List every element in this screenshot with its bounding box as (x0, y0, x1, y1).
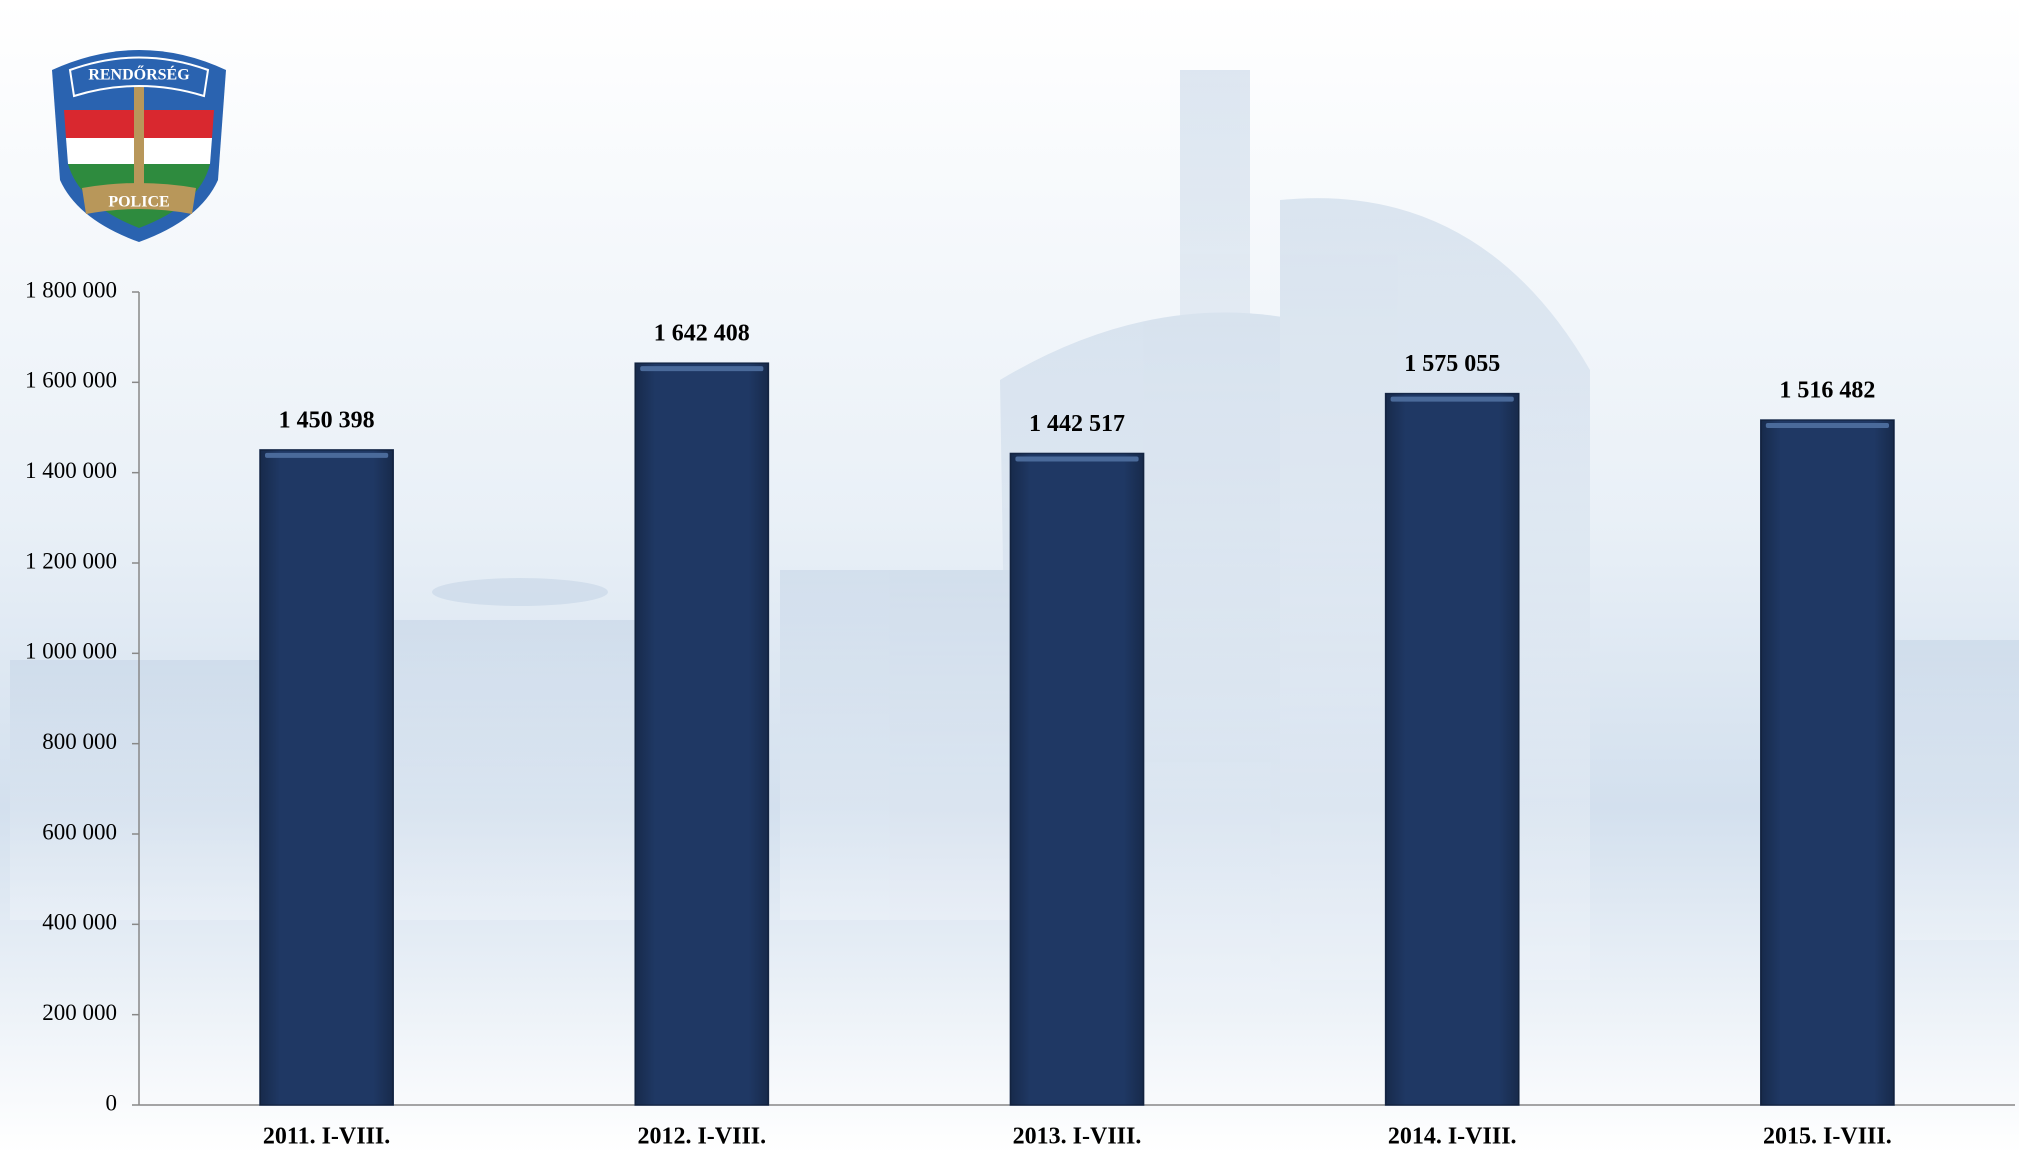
bar-shade (1760, 420, 1894, 1105)
bar-highlight (1390, 396, 1514, 402)
bar-highlight (265, 452, 389, 458)
y-tick-label: 200 000 (42, 1000, 117, 1025)
value-label: 1 442 517 (1029, 411, 1125, 437)
police-logo: RENDŐRSÉG POLICE (52, 50, 226, 242)
bar-shade (1385, 393, 1519, 1105)
y-tick-label: 600 000 (42, 819, 117, 844)
bar-highlight (1015, 456, 1139, 462)
y-tick-label: 1 800 000 (25, 277, 117, 302)
bar-shade (635, 363, 769, 1105)
x-tick-label: 2011. I-VIII. (263, 1124, 390, 1150)
y-tick-label: 400 000 (42, 910, 117, 935)
bar-shade (260, 449, 394, 1105)
value-label: 1 575 055 (1404, 351, 1500, 377)
x-tick-label: 2014. I-VIII. (1388, 1124, 1517, 1150)
y-tick-label: 1 400 000 (25, 458, 117, 483)
value-label: 1 516 482 (1779, 378, 1875, 404)
value-label: 1 642 408 (654, 321, 750, 347)
x-tick-label: 2013. I-VIII. (1013, 1124, 1142, 1150)
x-tick-label: 2012. I-VIII. (637, 1124, 766, 1150)
y-tick-label: 1 200 000 (25, 548, 117, 573)
logo-bottom-text: POLICE (108, 194, 169, 211)
bar-highlight (1765, 423, 1889, 429)
bar-highlight (640, 366, 764, 372)
logo-top-text: RENDŐRSÉG (88, 65, 190, 84)
x-tick-label: 2015. I-VIII. (1763, 1124, 1892, 1150)
y-tick-label: 800 000 (42, 729, 117, 754)
y-tick-label: 1 000 000 (25, 639, 117, 664)
y-tick-label: 1 600 000 (25, 368, 117, 393)
bar-shade (1010, 453, 1144, 1106)
value-label: 1 450 398 (279, 407, 375, 433)
y-tick-label: 0 (106, 1090, 118, 1115)
